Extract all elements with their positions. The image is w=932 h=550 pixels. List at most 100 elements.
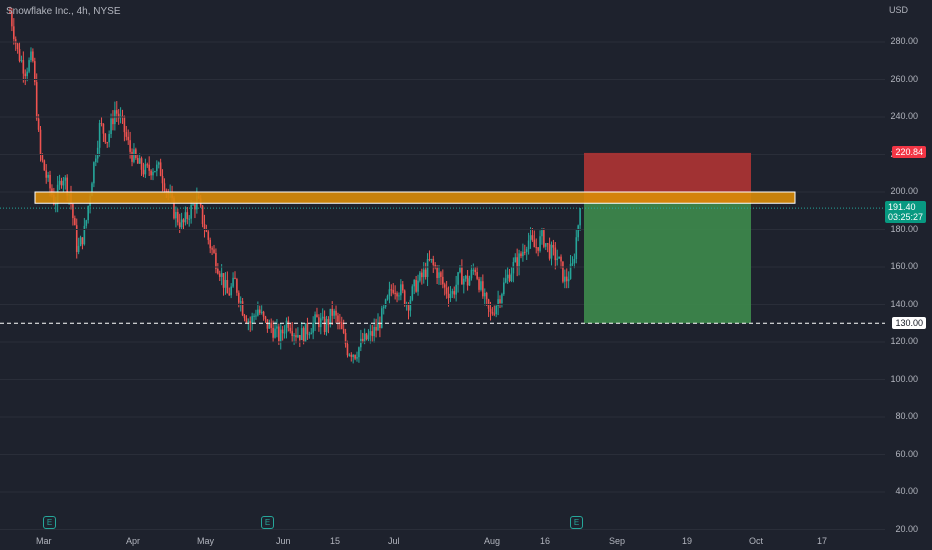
- time-tick-label: May: [197, 536, 215, 546]
- candle-body: [569, 263, 572, 279]
- candle-body: [386, 295, 389, 300]
- candle-body: [127, 136, 130, 141]
- candle-body: [361, 338, 364, 342]
- candle-body: [125, 132, 128, 137]
- candle-body: [388, 289, 391, 296]
- candle-body: [146, 164, 149, 166]
- candle-body: [531, 235, 534, 240]
- candle-body: [464, 275, 467, 279]
- candle-body: [157, 162, 160, 165]
- candle-body: [165, 190, 168, 192]
- candle-body: [180, 219, 183, 228]
- candle-body: [472, 269, 475, 271]
- candle-body: [527, 240, 530, 250]
- earnings-marker-icon[interactable]: E: [570, 516, 583, 529]
- price-tick-label: 180.00: [890, 223, 918, 234]
- candle-body: [304, 323, 307, 342]
- candle-body: [445, 287, 448, 294]
- candle-body: [121, 115, 124, 117]
- price-tick-label: 260.00: [890, 73, 918, 84]
- candle-body: [577, 225, 579, 238]
- candle-body: [579, 208, 581, 226]
- candle-body: [327, 319, 330, 325]
- candle-body: [22, 60, 25, 74]
- candle-body: [262, 311, 265, 317]
- candle-body: [278, 326, 280, 342]
- candle-body: [45, 170, 48, 178]
- candle-body: [524, 251, 526, 253]
- candle-body: [110, 118, 112, 134]
- candle-body: [188, 218, 191, 220]
- candle-body: [108, 133, 110, 143]
- time-tick-label: Sep: [609, 536, 626, 546]
- earnings-marker-icon[interactable]: E: [261, 516, 274, 529]
- candle-body: [554, 247, 557, 261]
- candle-body: [287, 320, 290, 328]
- candle-body: [274, 328, 276, 338]
- candle-body: [272, 327, 274, 338]
- candle-body: [161, 175, 164, 184]
- candle-body: [476, 272, 478, 279]
- candle-body: [11, 12, 13, 27]
- candle-body: [518, 253, 520, 268]
- candle-body: [49, 174, 51, 189]
- candle-body: [483, 292, 486, 297]
- candle-body: [140, 158, 143, 170]
- candle-body: [14, 39, 17, 44]
- candle-body: [556, 258, 559, 261]
- candle-body: [552, 244, 555, 248]
- candle-body: [478, 278, 480, 290]
- candle-body: [474, 269, 477, 273]
- candle-body: [571, 263, 574, 265]
- candle-body: [264, 316, 267, 320]
- candle-body: [503, 282, 505, 295]
- candle-body: [316, 314, 318, 318]
- candle-body: [493, 313, 496, 315]
- candle-body: [291, 331, 293, 336]
- current-price-tag: 191.40 03:25:27: [884, 201, 926, 223]
- candle-body: [299, 335, 301, 340]
- earnings-marker-icon[interactable]: E: [43, 516, 56, 529]
- candle-body: [142, 169, 145, 175]
- price-tick-label: 200.00: [890, 186, 918, 196]
- candle-body: [546, 243, 549, 245]
- price-tick-label: 120.00: [890, 336, 918, 346]
- candle-body: [20, 60, 23, 62]
- candle-body: [289, 327, 292, 332]
- candle-body: [573, 258, 576, 264]
- candle-body: [356, 357, 358, 359]
- candle-body: [37, 118, 40, 130]
- candle-body: [428, 259, 431, 261]
- candle-body: [136, 157, 139, 164]
- candle-body: [226, 280, 229, 294]
- candle-body: [468, 278, 471, 286]
- stop-price-tag: 220.84: [892, 146, 926, 158]
- candle-body: [144, 164, 147, 175]
- candle-body: [156, 164, 158, 172]
- time-tick-label: 15: [330, 536, 341, 546]
- candle-body: [548, 243, 551, 259]
- price-tick-label: 240.00: [890, 111, 918, 121]
- candle-body: [323, 316, 326, 333]
- candle-body: [310, 332, 313, 335]
- candle-body: [100, 123, 103, 125]
- candle-body: [541, 230, 543, 237]
- candle-body: [489, 308, 492, 312]
- candle-body: [459, 266, 461, 273]
- candle-body: [302, 328, 305, 342]
- candle-body: [567, 278, 570, 282]
- candle-body: [501, 294, 503, 303]
- candle-body: [218, 273, 221, 277]
- candle-body: [508, 274, 511, 282]
- candle-body: [41, 154, 44, 161]
- candle-body: [276, 326, 278, 329]
- candle-body: [335, 310, 337, 316]
- candle-body: [224, 280, 227, 288]
- price-tick-label: 100.00: [890, 373, 918, 384]
- candle-body: [422, 269, 425, 278]
- candle-body: [95, 158, 97, 163]
- candle-body: [175, 212, 177, 219]
- candle-body: [544, 243, 547, 247]
- candle-body: [400, 284, 402, 296]
